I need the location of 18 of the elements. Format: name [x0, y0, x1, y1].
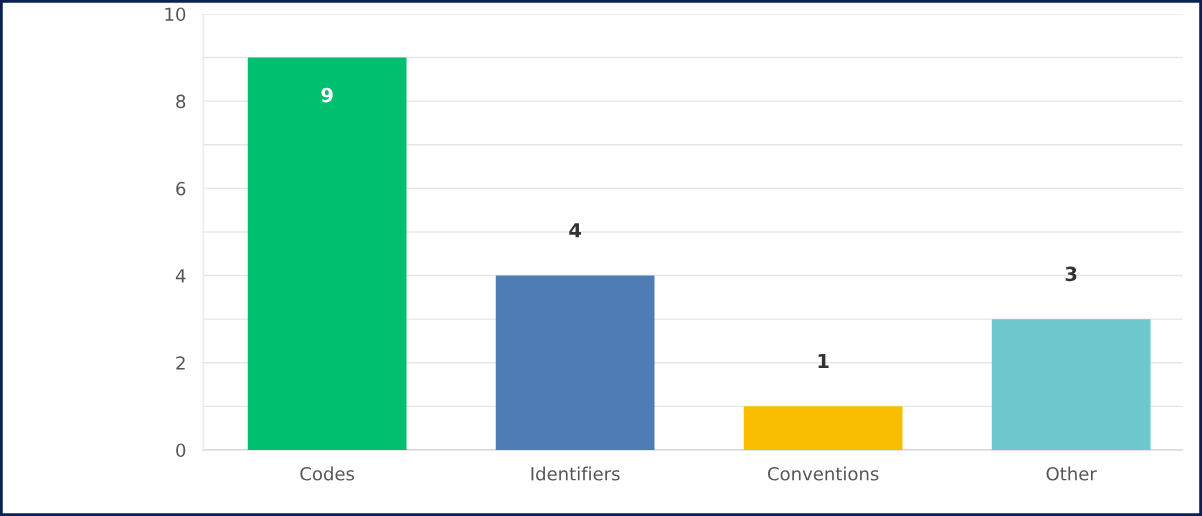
bar — [743, 406, 903, 450]
x-tick-label: Conventions — [768, 466, 879, 481]
bar — [247, 57, 407, 450]
y-tick-label: 0 — [176, 443, 186, 458]
data-label: 4 — [569, 223, 582, 238]
bar — [991, 319, 1151, 450]
x-tick-label: Codes — [300, 466, 355, 481]
y-tick-label: 8 — [176, 94, 186, 109]
data-label: 1 — [818, 353, 829, 369]
bar — [495, 275, 655, 450]
data-label: 9 — [321, 87, 333, 103]
data-label: 3 — [1065, 266, 1077, 282]
y-tick-label: 4 — [175, 269, 186, 283]
y-tick-label: 6 — [176, 181, 186, 196]
x-tick-label: Identifiers — [531, 466, 620, 481]
y-tick-label: 2 — [176, 356, 185, 370]
y-tick-label: 10 — [165, 7, 186, 22]
x-tick-label: Other — [1046, 466, 1097, 481]
